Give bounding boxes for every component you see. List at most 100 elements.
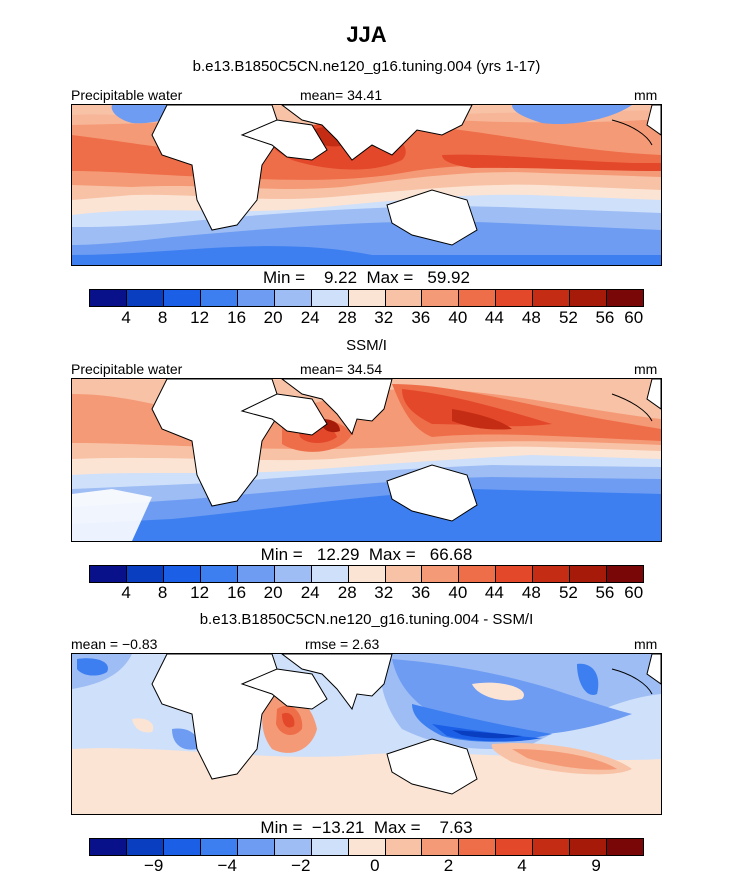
colorbar-segment [348,566,386,582]
panel-2-map-canvas [72,379,661,541]
colorbar-segment [570,839,608,855]
colorbar-tick: 0 [370,856,380,875]
colorbar-tick: 12 [190,308,210,327]
panel-3-title: b.e13.B1850C5CN.ne120_g16.tuning.004 - S… [199,611,534,628]
panel-3-rmse-label: rmse = 2.63 [305,636,380,652]
panel-3-mean-label: mean = −0.83 [71,636,158,652]
colorbar-tick: 52 [558,583,578,602]
colorbar-tick: 32 [374,583,394,602]
colorbar-tick: 48 [521,308,541,327]
colorbar-segment [533,839,571,855]
colorbar-segment [496,839,534,855]
colorbar-segment [163,566,201,582]
panel-3-map [71,653,662,815]
colorbar-segment [163,839,201,855]
colorbar-tick: 44 [484,308,504,327]
colorbar-tick: 28 [337,583,357,602]
colorbar-segment [533,566,571,582]
panel-3-map-canvas [72,654,661,814]
colorbar-segment [607,839,644,855]
colorbar-segment [90,290,127,306]
colorbar-segment [496,290,534,306]
colorbar-tick: 32 [374,308,394,327]
colorbar-tick: 52 [558,308,578,327]
colorbar-tick: 12 [190,583,210,602]
panel-3-units-label: mm [634,636,658,652]
panel-1-mean-label: mean= 34.41 [300,87,383,103]
colorbar-segment [385,290,423,306]
colorbar-tick: 4 [517,856,527,875]
panel-2-variable-label: Precipitable water [71,361,183,377]
colorbar-segment [607,290,644,306]
panel-3-min-max: Min = −13.21 Max = 7.63 [260,818,473,837]
panel-2-min-max: Min = 12.29 Max = 66.68 [260,545,473,564]
colorbar-segment [311,566,349,582]
panel-2-colorbar-ticks: 4 8 12 16 20 24 28 32 36 40 44 48 52 56 … [89,583,644,603]
panel-1-units-label: mm [634,87,658,103]
colorbar-segment [126,290,164,306]
colorbar-tick: −2 [291,856,311,875]
colorbar-tick: −4 [217,856,237,875]
colorbar-tick: 36 [411,308,431,327]
colorbar-tick: 40 [448,583,468,602]
colorbar-tick: 20 [263,583,283,602]
colorbar-segment [274,566,312,582]
panel-1-colorbar-ticks: 4 8 12 16 20 24 28 32 36 40 44 48 52 56 … [89,308,644,328]
colorbar-segment [570,290,608,306]
colorbar-tick: 60 [624,308,644,327]
colorbar-tick: −9 [143,856,164,875]
colorbar-segment [385,566,423,582]
colorbar-tick: 36 [411,583,431,602]
colorbar-segment [533,290,571,306]
colorbar-tick: 9 [591,856,601,875]
panel-2-title: SSM/I [346,337,387,354]
panel-3-colorbar [89,838,644,856]
colorbar-tick: 48 [521,583,541,602]
panel-1-variable-label: Precipitable water [71,87,183,103]
colorbar-segment [126,566,164,582]
colorbar-segment [311,839,349,855]
colorbar-segment [274,290,312,306]
colorbar-segment [237,566,275,582]
colorbar-segment [200,290,238,306]
colorbar-segment [237,290,275,306]
colorbar-tick: 60 [624,583,644,602]
colorbar-segment [90,839,127,855]
colorbar-segment [422,566,460,582]
panel-1-map [71,104,662,266]
colorbar-segment [459,290,497,306]
colorbar-segment [459,839,497,855]
colorbar-tick: 44 [484,583,504,602]
colorbar-segment [496,566,534,582]
colorbar-segment [126,839,164,855]
colorbar-segment [237,839,275,855]
colorbar-tick: 16 [227,308,247,327]
colorbar-segment [570,566,608,582]
colorbar-segment [274,839,312,855]
panel-1-title: b.e13.B1850C5CN.ne120_g16.tuning.004 (yr… [192,58,541,75]
panel-1-min-max: Min = 9.22 Max = 59.92 [263,268,470,287]
panel-2-colorbar [89,565,644,583]
colorbar-tick: 8 [157,583,168,602]
colorbar-tick: 20 [263,308,283,327]
colorbar-segment [459,566,497,582]
colorbar-tick: 24 [300,583,320,602]
colorbar-tick: 28 [337,308,357,327]
colorbar-tick: 8 [157,308,168,327]
panel-2-mean-label: mean= 34.54 [300,361,383,377]
colorbar-segment [348,290,386,306]
colorbar-segment [163,290,201,306]
colorbar-segment [200,839,238,855]
colorbar-tick: 24 [300,308,320,327]
colorbar-segment [90,566,127,582]
colorbar-tick: 4 [121,308,131,327]
panel-2-map [71,378,662,542]
colorbar-tick: 16 [227,583,247,602]
colorbar-segment [348,839,386,855]
colorbar-segment [385,839,423,855]
panel-3-colorbar-ticks: −9 −4 −2 0 2 4 9 [89,856,642,876]
colorbar-tick: 56 [595,583,615,602]
panel-1-map-canvas [72,105,661,265]
panel-2-units-label: mm [634,361,658,377]
colorbar-tick: 2 [443,856,454,875]
